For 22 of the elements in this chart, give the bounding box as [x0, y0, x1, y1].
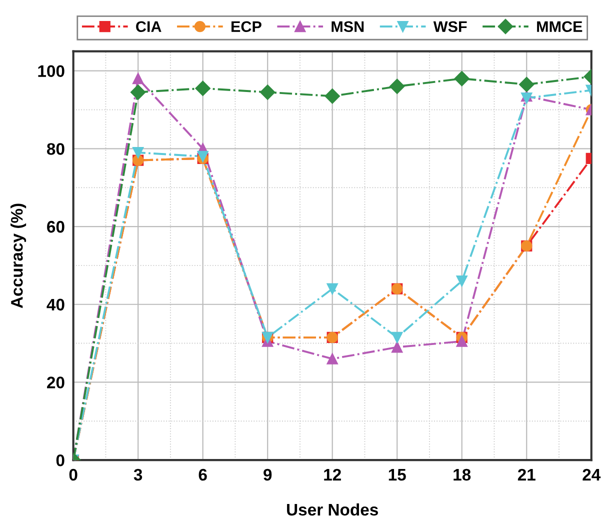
x-tick-label: 6	[198, 468, 207, 481]
y-tick-label: 100	[38, 65, 64, 78]
y-tick-label: 60	[47, 220, 64, 233]
x-tick-label: 12	[324, 468, 341, 480]
y-tick-label: 40	[46, 298, 64, 311]
x-tick-label: 3	[134, 468, 142, 481]
legend-label: WSF	[433, 21, 467, 32]
x-axis-title: User Nodes	[287, 503, 378, 516]
y-tick-label: 80	[46, 143, 64, 155]
x-tick-label: 18	[454, 468, 471, 481]
x-tick-label: 24	[582, 468, 601, 480]
y-tick-label: 0	[56, 454, 64, 466]
x-tick-label: 15	[388, 469, 406, 481]
x-tick-label: 21	[518, 468, 536, 480]
legend-label: MSN	[332, 21, 364, 32]
legend-label: CIA	[136, 21, 162, 32]
legend-label: MMCE	[537, 21, 582, 32]
legend-label: ECP	[232, 21, 262, 32]
x-tick-label: 0	[69, 468, 78, 481]
x-tick-label: 9	[264, 468, 272, 481]
y-axis-title: Accuracy (%)	[10, 204, 26, 308]
y-tick-label: 20	[47, 376, 64, 388]
